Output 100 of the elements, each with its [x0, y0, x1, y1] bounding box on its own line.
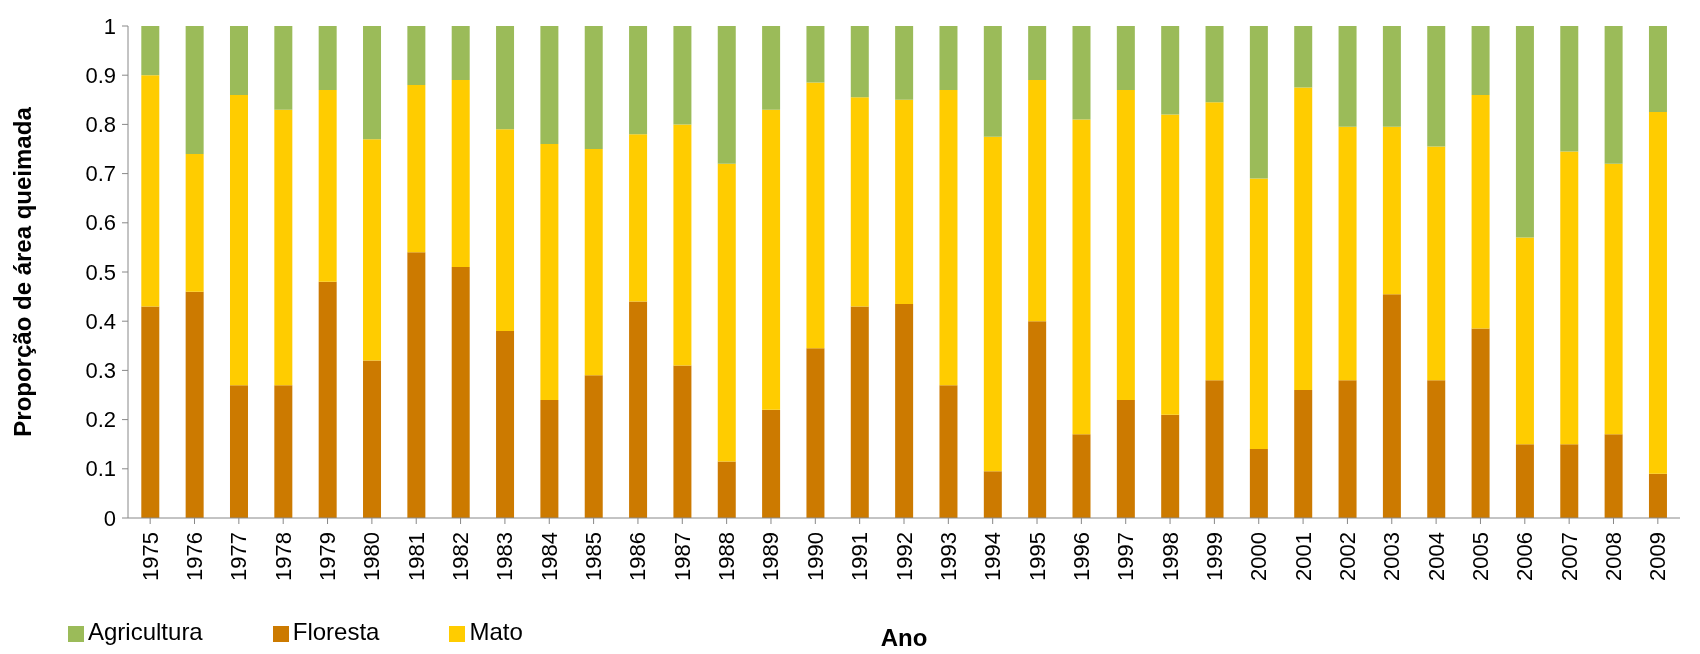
- y-tick-label: 0.1: [85, 456, 116, 482]
- legend-label: Floresta: [292, 618, 380, 645]
- bar: [318, 89, 337, 282]
- x-tick-label: 1993: [935, 532, 961, 581]
- bar: [274, 385, 293, 518]
- bar: [717, 163, 736, 462]
- bar: [584, 26, 603, 149]
- bar: [1560, 151, 1579, 445]
- y-axis-title: Proporção de área queimada: [8, 106, 36, 437]
- y-tick-label: 0.7: [85, 161, 116, 187]
- x-tick-label: 2001: [1290, 532, 1316, 581]
- x-tick-label: 2002: [1334, 532, 1360, 581]
- x-tick-label: 1983: [492, 532, 518, 581]
- bar: [229, 385, 248, 518]
- bar: [806, 348, 825, 518]
- bar: [1382, 26, 1401, 127]
- bar: [1116, 399, 1135, 518]
- x-tick-label: 1997: [1113, 532, 1139, 581]
- bar: [1382, 126, 1401, 295]
- y-tick-label: 0.6: [85, 210, 116, 236]
- bar: [451, 80, 470, 268]
- bar: [1338, 126, 1357, 381]
- bar: [1382, 294, 1401, 518]
- bar: [1515, 26, 1534, 238]
- bar: [1205, 26, 1224, 103]
- bar: [1205, 380, 1224, 518]
- bar: [1604, 434, 1623, 518]
- x-tick-label: 1977: [226, 532, 252, 581]
- y-tick-label: 0.2: [85, 407, 116, 433]
- bar: [1560, 444, 1579, 518]
- x-tick-label: 1980: [359, 532, 385, 581]
- bar: [1161, 26, 1180, 115]
- bar: [1648, 112, 1667, 474]
- bar: [451, 267, 470, 518]
- bar: [1515, 237, 1534, 445]
- bar: [762, 409, 781, 518]
- x-tick-label: 1996: [1068, 532, 1094, 581]
- x-tick-label: 1986: [625, 532, 651, 581]
- bar: [1116, 89, 1135, 400]
- bar: [229, 94, 248, 386]
- bar: [673, 365, 692, 518]
- bar: [141, 75, 160, 307]
- bar: [363, 360, 382, 518]
- bar: [629, 301, 648, 518]
- bar: [1249, 449, 1268, 518]
- bar: [185, 153, 204, 292]
- bar: [451, 26, 470, 81]
- x-tick-label: 2005: [1467, 532, 1493, 581]
- bar: [540, 399, 559, 518]
- y-tick-label: 0.4: [85, 308, 116, 334]
- bar: [1161, 414, 1180, 518]
- x-tick-label: 1979: [315, 532, 341, 581]
- bar: [717, 461, 736, 518]
- x-tick-label: 1999: [1201, 532, 1227, 581]
- bar: [1427, 146, 1446, 381]
- x-tick-label: 2003: [1379, 532, 1405, 581]
- legend-label: Mato: [469, 618, 523, 645]
- bar: [1249, 178, 1268, 450]
- bar: [1294, 87, 1313, 391]
- bar: [141, 306, 160, 518]
- bar: [1116, 26, 1135, 90]
- bar: [806, 82, 825, 349]
- y-tick-label: 1: [103, 13, 116, 39]
- bar: [318, 281, 337, 518]
- bar: [584, 375, 603, 518]
- x-tick-label: 2000: [1246, 532, 1272, 581]
- bar: [1427, 26, 1446, 147]
- bar: [850, 97, 869, 307]
- bar: [895, 26, 914, 100]
- bar: [540, 26, 559, 145]
- bar: [939, 89, 958, 386]
- bar: [1028, 26, 1047, 81]
- legend-label: Agricultura: [88, 618, 203, 645]
- bar: [850, 306, 869, 518]
- bar: [496, 331, 515, 518]
- y-tick-label: 0: [103, 505, 116, 531]
- x-tick-label: 1987: [669, 532, 695, 581]
- bar: [895, 303, 914, 518]
- bar: [1648, 473, 1667, 518]
- bar: [141, 26, 160, 76]
- x-tick-label: 1989: [758, 532, 784, 581]
- bar: [1338, 380, 1357, 518]
- y-tick-label: 0.5: [85, 259, 116, 285]
- x-tick-label: 1992: [891, 532, 917, 581]
- bar: [1161, 114, 1180, 415]
- bar: [983, 136, 1002, 472]
- bar: [983, 471, 1002, 518]
- bar: [407, 85, 426, 253]
- bar: [229, 26, 248, 95]
- x-axis-title: Ano: [880, 624, 928, 651]
- bar: [717, 26, 736, 164]
- bar: [1648, 26, 1667, 113]
- x-tick-label: 1984: [536, 532, 562, 581]
- bar: [363, 26, 382, 140]
- bar: [496, 26, 515, 130]
- bar: [1028, 80, 1047, 322]
- bar: [1249, 26, 1268, 179]
- bar: [1515, 444, 1534, 518]
- bar: [1604, 26, 1623, 164]
- bar: [983, 26, 1002, 137]
